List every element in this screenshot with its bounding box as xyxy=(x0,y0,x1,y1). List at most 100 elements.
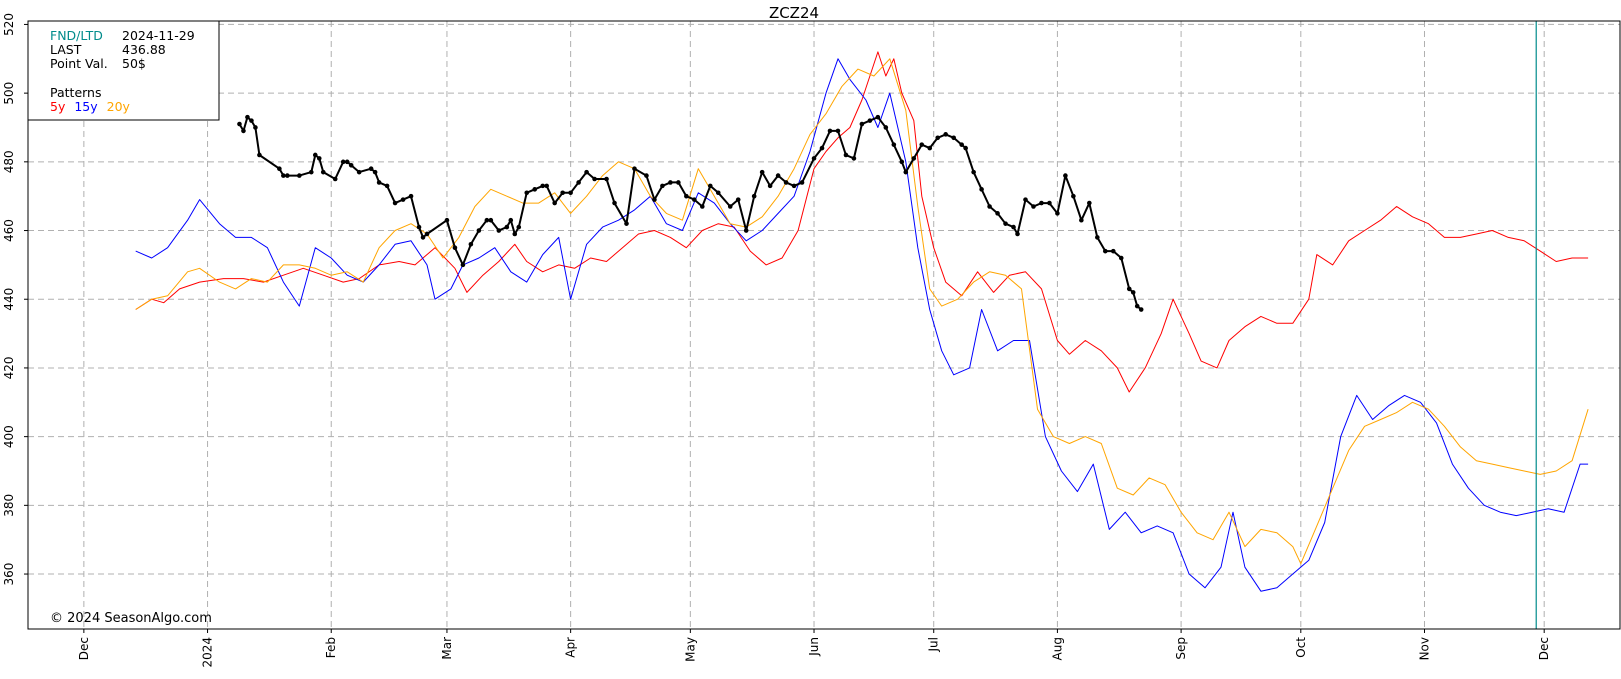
current-data-point xyxy=(468,241,474,247)
series-layer xyxy=(135,51,1589,592)
info-box: FND/LTD 2024-11-29 LAST 436.88 Point Val… xyxy=(27,20,220,121)
current-data-point xyxy=(344,159,350,165)
current-data-point xyxy=(488,217,494,223)
current-data-point xyxy=(1039,200,1044,206)
current-data-point xyxy=(516,224,522,230)
current-data-point xyxy=(253,125,258,130)
current-data-point xyxy=(843,152,849,158)
series-15y-line xyxy=(135,58,1589,592)
current-data-point xyxy=(927,145,933,151)
current-data-point xyxy=(544,183,549,189)
current-data-point xyxy=(560,190,565,196)
current-data-point xyxy=(297,173,302,178)
current-data-point xyxy=(340,159,346,165)
current-data-point xyxy=(891,142,897,147)
current-data-point xyxy=(911,156,917,161)
current-data-point xyxy=(859,121,865,127)
current-data-point xyxy=(919,142,925,147)
current-data-point xyxy=(392,200,398,206)
current-data-point xyxy=(484,217,490,223)
current-data-point xyxy=(963,145,968,151)
current-data-point xyxy=(700,204,705,209)
current-data-point xyxy=(1126,286,1132,292)
current-data-point xyxy=(1134,303,1140,309)
current-data-point xyxy=(372,169,378,175)
patterns-legend: 5y 15y 20y xyxy=(50,99,131,114)
current-data-point xyxy=(1095,235,1100,240)
plot-frame xyxy=(27,20,1621,630)
current-data-point xyxy=(249,118,254,123)
current-data-point xyxy=(604,176,609,182)
current-data-point xyxy=(899,159,905,165)
current-data-point xyxy=(576,180,581,185)
current-data-point xyxy=(540,183,546,189)
current-data-point xyxy=(743,228,749,233)
x-tick-label: Jul xyxy=(927,637,941,652)
current-data-point xyxy=(592,176,597,182)
current-data-point xyxy=(416,224,422,230)
y-tick-label: 420 xyxy=(2,356,16,379)
y-tick-label: 440 xyxy=(2,288,16,311)
current-data-point xyxy=(496,228,502,233)
current-data-point xyxy=(827,128,833,134)
vertical-grid xyxy=(83,21,1545,629)
x-axis: Dec 2024 Feb Mar Apr May Jun Jul Aug Sep Oct Nov Dec xyxy=(77,629,1551,668)
current-data-point xyxy=(707,183,713,189)
current-data-point xyxy=(1063,173,1068,178)
current-data-point xyxy=(512,231,518,237)
current-data-point xyxy=(420,235,426,240)
current-data-point xyxy=(1102,248,1108,254)
x-tick-label: Feb xyxy=(324,637,338,658)
current-data-point xyxy=(408,193,414,199)
current-data-point xyxy=(1047,200,1052,206)
current-data-point xyxy=(504,224,510,230)
current-data-point xyxy=(277,166,282,172)
current-data-point xyxy=(1110,248,1116,254)
current-data-point xyxy=(951,135,956,141)
legend-20y: 20y xyxy=(107,99,131,114)
current-data-point xyxy=(632,166,637,172)
x-tick-label: Dec xyxy=(1537,637,1551,660)
y-tick-label: 480 xyxy=(2,150,16,173)
current-data-point xyxy=(1138,307,1144,312)
current-data-point xyxy=(285,173,290,178)
current-data-point xyxy=(624,221,629,226)
last-label: LAST xyxy=(50,42,82,57)
current-data-point xyxy=(715,190,721,196)
current-data-point xyxy=(568,190,573,196)
y-tick-label: 380 xyxy=(2,494,16,517)
y-tick-label: 500 xyxy=(2,82,16,105)
current-data-point xyxy=(1015,231,1020,237)
current-data-point xyxy=(751,193,757,199)
current-data-point xyxy=(819,145,825,151)
current-data-point xyxy=(1023,197,1028,202)
current-data-point xyxy=(791,183,797,189)
current-data-point xyxy=(1071,193,1076,199)
x-tick-label: Sep xyxy=(1174,637,1188,660)
point-value-label: Point Val. xyxy=(50,56,108,71)
current-data-point xyxy=(332,176,338,182)
x-tick-label: May xyxy=(683,637,697,662)
current-data-point xyxy=(508,217,514,223)
x-tick-label: Aug xyxy=(1050,637,1064,660)
x-tick-label: Oct xyxy=(1294,637,1308,658)
current-data-point xyxy=(384,183,390,189)
x-tick-label: Mar xyxy=(440,637,454,660)
current-data-point xyxy=(308,169,314,175)
current-data-point xyxy=(684,193,689,199)
current-data-point xyxy=(444,217,450,223)
info-box-frame xyxy=(27,20,220,121)
current-data-point xyxy=(767,183,773,189)
current-data-point xyxy=(875,114,881,120)
current-data-point xyxy=(476,228,482,233)
current-data-point xyxy=(1055,211,1060,216)
y-tick-label: 400 xyxy=(2,425,16,448)
current-data-point xyxy=(241,128,246,134)
current-data-point xyxy=(1079,217,1084,223)
series-20y-line xyxy=(135,58,1589,565)
y-tick-label: 360 xyxy=(2,563,16,586)
current-data-point xyxy=(1003,221,1008,226)
current-data-point xyxy=(959,142,964,147)
current-data-point xyxy=(281,173,286,178)
current-data-point xyxy=(652,197,657,202)
